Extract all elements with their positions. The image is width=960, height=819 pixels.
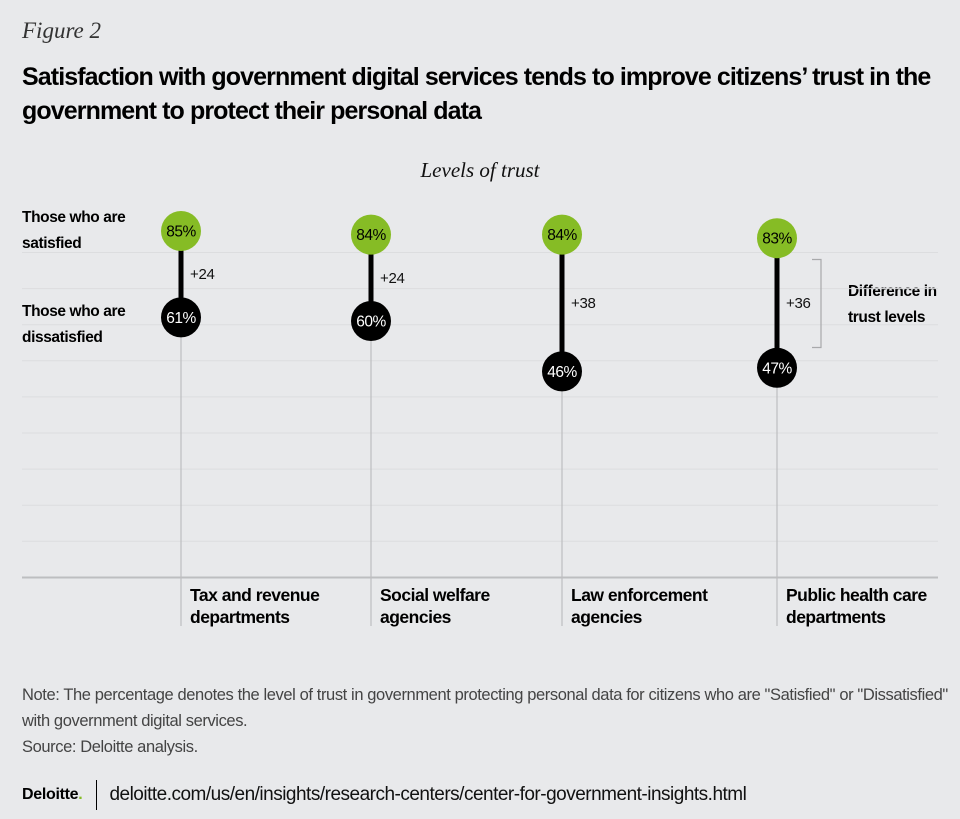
difference-label: +38 xyxy=(571,295,596,312)
category-label: Law enforcement agencies xyxy=(571,585,708,627)
chart-note: Note: The percentage denotes the level o… xyxy=(22,682,952,760)
note-text: Note: The percentage denotes the level o… xyxy=(22,686,948,730)
satisfied-value-label: 85% xyxy=(166,224,196,241)
difference-label: +24 xyxy=(380,270,405,287)
row-label-satisfied: Those who are satisfied xyxy=(22,209,126,252)
category-label: Public health care departments xyxy=(786,585,927,627)
category-label: Tax and revenue departments xyxy=(190,585,320,627)
category-stems xyxy=(180,317,778,626)
chart-title: Satisfaction with government digital ser… xyxy=(22,63,931,125)
satisfied-value-label: 83% xyxy=(762,231,792,248)
source-text: Source: Deloitte analysis. xyxy=(22,738,198,756)
logo-text: Deloitte xyxy=(22,786,79,803)
satisfied-point xyxy=(351,214,391,255)
dissatisfied-point xyxy=(351,301,391,341)
satisfied-point xyxy=(757,218,797,259)
category-label: Social welfare agencies xyxy=(380,585,490,627)
deloitte-logo: Deloitte. xyxy=(22,786,83,804)
dissatisfied-point xyxy=(161,297,201,338)
dot-range-chart: +24 +24 +38 +36 85% 61% 84% 60% 84% 46% 83% 47% xyxy=(22,211,938,626)
row-label-dissatisfied: Those who are dissatisfied xyxy=(22,303,126,346)
dissatisfied-point xyxy=(542,351,582,392)
dissatisfied-value-label: 61% xyxy=(166,310,196,327)
difference-bracket xyxy=(812,258,822,349)
data-points: 85% 61% 84% 60% 84% 46% 83% 47% xyxy=(161,211,797,392)
dissatisfied-value-label: 46% xyxy=(547,364,577,381)
difference-label: +36 xyxy=(786,295,811,312)
difference-label: +24 xyxy=(190,266,215,283)
chart-subtitle: Levels of trust xyxy=(420,158,540,182)
dissatisfied-value-label: 60% xyxy=(356,314,386,331)
difference-annotation-label: Difference in trust levels xyxy=(848,283,937,326)
figure-label: Figure 2 xyxy=(22,18,101,43)
footer: Deloitte. deloitte.com/us/en/insights/re… xyxy=(22,780,747,810)
satisfied-point xyxy=(542,214,582,255)
footer-divider xyxy=(96,780,98,810)
satisfied-point xyxy=(161,211,201,251)
satisfied-value-label: 84% xyxy=(356,227,386,244)
dissatisfied-value-label: 47% xyxy=(762,360,792,377)
satisfied-value-label: 84% xyxy=(547,227,577,244)
footer-url-link[interactable]: deloitte.com/us/en/insights/research-cen… xyxy=(109,784,747,805)
dissatisfied-point xyxy=(757,347,797,388)
logo-dot: . xyxy=(78,786,83,803)
